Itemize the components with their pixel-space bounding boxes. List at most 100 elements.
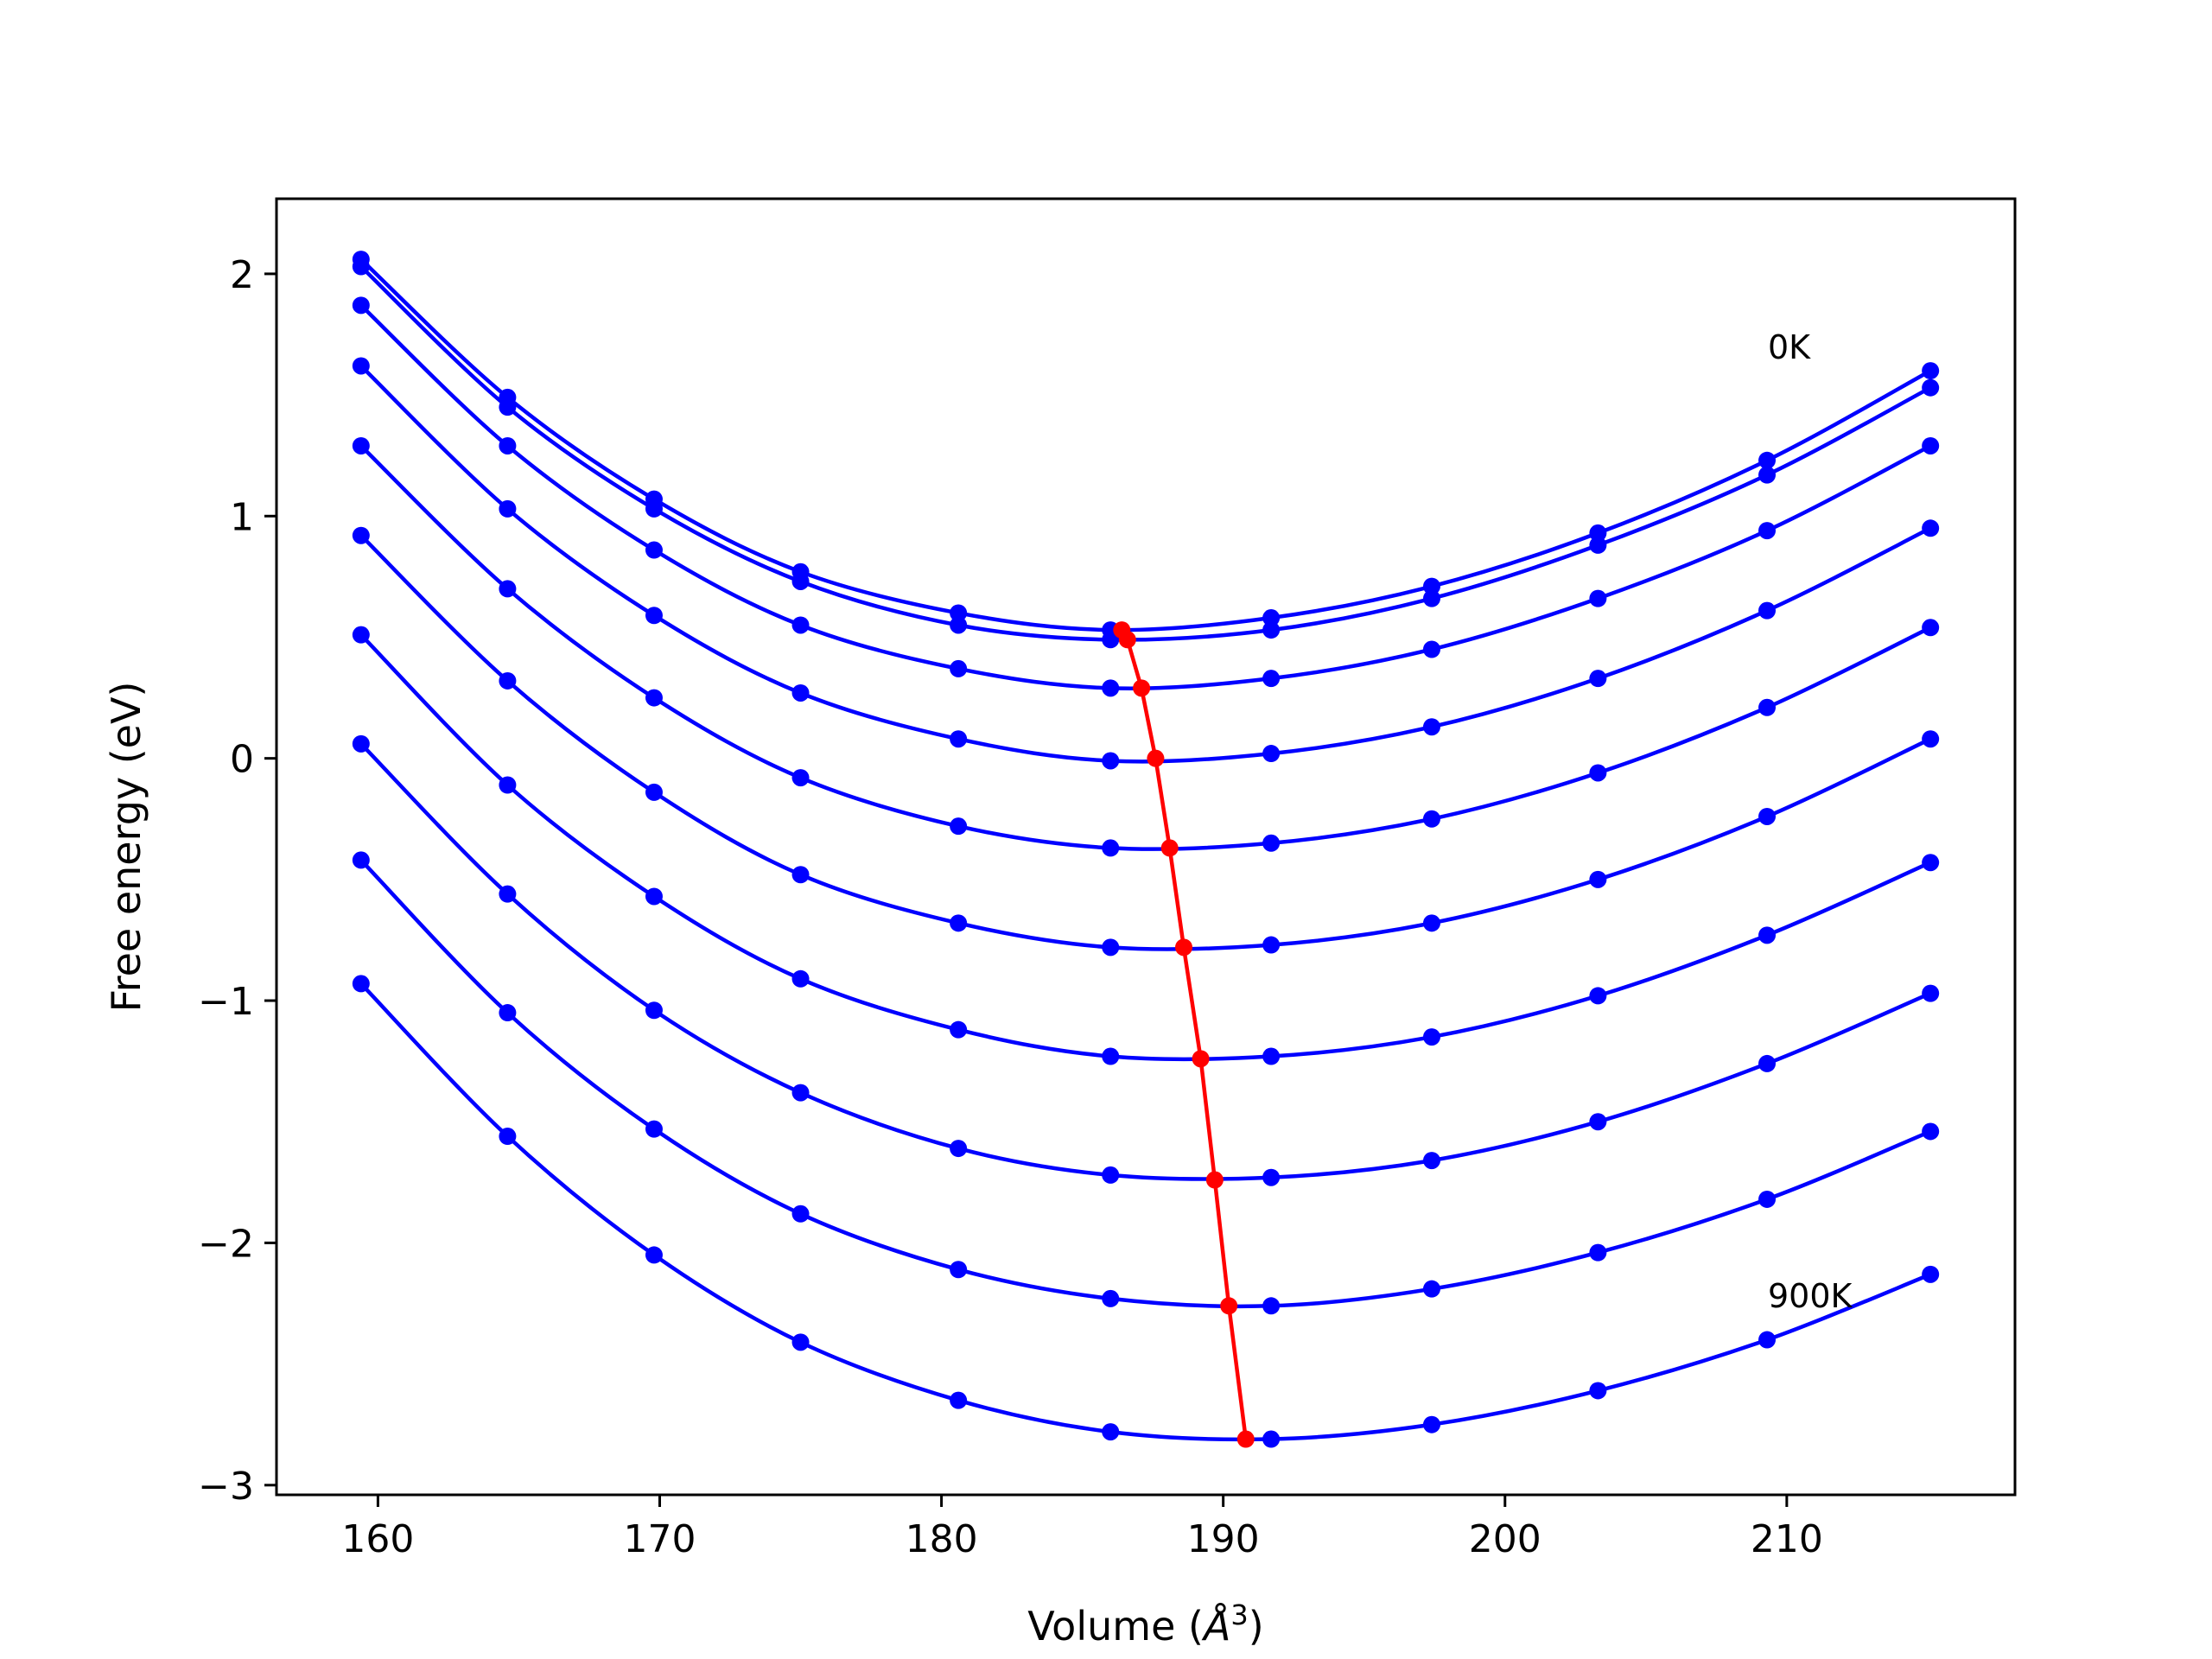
series-7-point-5 — [1102, 1166, 1120, 1184]
series-9-point-3 — [791, 1333, 810, 1351]
y-tick-label-3: 0 — [230, 738, 254, 782]
series-7-point-6 — [1262, 1168, 1281, 1186]
series-4 — [352, 436, 1940, 857]
series-9 — [352, 975, 1940, 1448]
series-4-point-6 — [1262, 834, 1281, 852]
series-5-point-6 — [1262, 936, 1281, 954]
series-4-point-9 — [1758, 698, 1777, 716]
minima-point-4 — [1160, 839, 1179, 857]
series-3-point-0 — [352, 357, 370, 375]
series-7-point-3 — [791, 1084, 810, 1102]
y-tick-label-0: −3 — [198, 1465, 254, 1509]
series-3-point-1 — [499, 499, 517, 518]
series-8-point-10 — [1922, 1122, 1940, 1141]
annotation-900k: 900K — [1768, 1277, 1853, 1315]
series-5-point-9 — [1758, 807, 1777, 825]
series-6-point-6 — [1262, 1047, 1281, 1065]
series-4-point-5 — [1102, 839, 1120, 857]
minima-point-8 — [1220, 1297, 1238, 1315]
series-9-point-9 — [1758, 1331, 1777, 1349]
series-2-point-5 — [1102, 679, 1120, 697]
series-9-point-5 — [1102, 1423, 1120, 1441]
series-4-point-7 — [1422, 810, 1440, 828]
series-5-point-8 — [1589, 870, 1607, 888]
series-2-point-0 — [352, 296, 370, 315]
minima-layer — [1113, 621, 1255, 1448]
series-3 — [352, 357, 1940, 770]
series-8-point-0 — [352, 851, 370, 869]
series-8-point-7 — [1422, 1280, 1440, 1298]
series-7 — [352, 734, 1940, 1186]
x-tick-label-3: 190 — [1187, 1517, 1260, 1561]
x-axis-label: Volume (Å3) — [1027, 1599, 1263, 1649]
series-4-point-10 — [1922, 619, 1940, 637]
series-3-point-5 — [1102, 752, 1120, 770]
series-1-point-1 — [499, 398, 517, 416]
series-3-point-3 — [791, 683, 810, 702]
series-5-point-2 — [645, 783, 663, 801]
series-1-point-8 — [1589, 536, 1607, 554]
series-6-point-10 — [1922, 854, 1940, 872]
series-0-point-9 — [1758, 451, 1777, 469]
series-8 — [352, 851, 1940, 1315]
series-2-point-3 — [791, 616, 810, 634]
series-8-point-3 — [791, 1205, 810, 1223]
series-8-point-6 — [1262, 1297, 1281, 1315]
x-axis-ticks: 160 170 180 190 200 210 — [341, 1495, 1823, 1561]
series-8-point-1 — [499, 1004, 517, 1022]
minima-point-1 — [1118, 631, 1136, 649]
series-0-point-8 — [1589, 524, 1607, 542]
minima-point-9 — [1236, 1430, 1255, 1448]
y-tick-label-5: 2 — [230, 253, 254, 297]
minima-point-6 — [1192, 1050, 1210, 1068]
series-9-point-7 — [1422, 1415, 1440, 1433]
series-3-point-7 — [1422, 718, 1440, 736]
series-6-point-5 — [1102, 1047, 1120, 1065]
series-6-point-2 — [645, 887, 663, 906]
x-tick-label-2: 180 — [906, 1517, 978, 1561]
minima-point-7 — [1205, 1171, 1224, 1189]
x-tick-label-5: 210 — [1751, 1517, 1823, 1561]
series-6-point-9 — [1758, 926, 1777, 944]
series-4-point-1 — [499, 580, 517, 598]
series-6-point-4 — [950, 1020, 968, 1039]
series-4-point-3 — [791, 769, 810, 787]
x-tick-label-4: 200 — [1469, 1517, 1541, 1561]
series-3-point-2 — [645, 607, 663, 625]
annotation-0k: 0K — [1768, 328, 1811, 366]
series-1-point-0 — [352, 257, 370, 276]
series-6-point-3 — [791, 969, 810, 988]
y-tick-label-1: −2 — [198, 1222, 254, 1266]
series-2-point-6 — [1262, 670, 1281, 688]
y-axis-ticks: −3 −2 −1 0 1 2 — [198, 253, 276, 1509]
series-7-point-7 — [1422, 1152, 1440, 1170]
series-1-point-3 — [791, 572, 810, 590]
series-9-point-0 — [352, 975, 370, 993]
series-layer — [352, 251, 1940, 1448]
series-0-point-6 — [1262, 609, 1281, 627]
y-axis-label: Free energy (eV) — [103, 682, 149, 1013]
series-9-point-8 — [1589, 1382, 1607, 1400]
series-8-point-8 — [1589, 1243, 1607, 1262]
plot-frame — [275, 197, 2017, 1497]
series-3-point-4 — [950, 730, 968, 748]
series-2-point-9 — [1758, 522, 1777, 540]
series-2-point-10 — [1922, 436, 1940, 454]
minima-line — [1120, 628, 1249, 1440]
series-5 — [352, 526, 1940, 957]
series-4-point-8 — [1589, 764, 1607, 782]
series-8-point-2 — [645, 1120, 663, 1138]
series-1-point-9 — [1758, 466, 1777, 484]
series-5-point-5 — [1102, 938, 1120, 957]
y-tick-label-4: 1 — [230, 495, 254, 539]
series-9-point-2 — [645, 1246, 663, 1264]
series-1-point-10 — [1922, 378, 1940, 397]
series-7-point-8 — [1589, 1113, 1607, 1131]
series-7-point-2 — [645, 1001, 663, 1020]
series-1 — [352, 257, 1940, 649]
series-4-point-2 — [645, 689, 663, 707]
minima-point-2 — [1133, 679, 1151, 697]
series-2 — [352, 296, 1940, 697]
